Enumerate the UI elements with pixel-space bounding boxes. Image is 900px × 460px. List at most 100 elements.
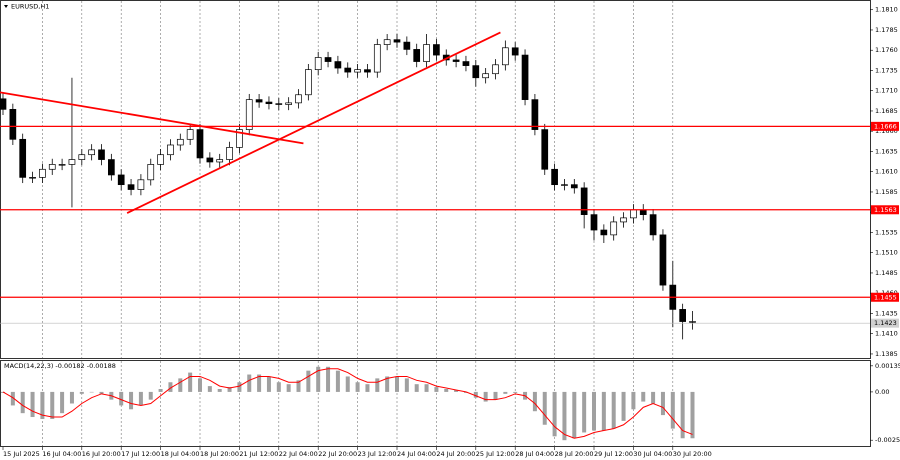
macd-bar xyxy=(631,391,636,410)
candle-body xyxy=(0,98,7,110)
macd-bar xyxy=(424,384,429,392)
candle-body xyxy=(295,94,302,104)
macd-bar xyxy=(198,378,202,392)
macd-bar xyxy=(69,391,74,404)
macd-bar xyxy=(542,391,547,425)
macd-bar xyxy=(454,389,459,392)
y-tick-label: 1.1410 xyxy=(875,330,898,338)
candle-body xyxy=(492,64,499,75)
macd-panel-frame xyxy=(0,360,871,447)
x-tick-label: 23 Jul 12:00 xyxy=(358,450,397,458)
macd-bar xyxy=(286,384,291,392)
candle-body xyxy=(19,138,27,178)
price-panel-frame xyxy=(0,0,871,359)
candle-body xyxy=(373,44,381,73)
candle-body xyxy=(561,184,568,186)
candle-body xyxy=(265,101,273,105)
macd-bar xyxy=(493,391,498,400)
candle-body xyxy=(107,159,115,176)
macd-bar xyxy=(621,391,626,421)
macd-bar xyxy=(375,378,380,392)
macd-bar xyxy=(355,382,360,392)
macd-title: MACD(14,22,3) -0.00182 -0.00188 xyxy=(4,362,116,370)
level-label: 1.1563 xyxy=(874,206,897,214)
macd-bar xyxy=(651,391,656,404)
candle-body xyxy=(659,234,667,286)
y-tick-label: 1.1585 xyxy=(875,188,898,196)
y-tick-label: 1.1535 xyxy=(875,228,898,236)
candle-body xyxy=(117,174,125,186)
candle-body xyxy=(226,147,233,160)
candle-body xyxy=(610,221,618,236)
x-tick-label: 22 Jul 04:00 xyxy=(279,450,318,458)
candle-body xyxy=(452,59,460,62)
y-tick-label: 1.1385 xyxy=(875,350,898,358)
y-tick-label: 0.00 xyxy=(875,388,889,396)
macd-bar xyxy=(316,366,321,392)
candle-body xyxy=(98,149,105,160)
macd-bar xyxy=(129,391,134,410)
candle-body xyxy=(403,41,411,50)
candle-body xyxy=(167,144,174,156)
candle-body xyxy=(462,61,470,66)
candle-body xyxy=(600,229,608,236)
macd-bar xyxy=(532,391,537,412)
macd-bar xyxy=(572,391,577,439)
macd-bar xyxy=(10,391,15,406)
candle-body xyxy=(206,157,214,163)
candle-body xyxy=(245,99,253,130)
macd-bar xyxy=(611,391,616,429)
candle-body xyxy=(196,129,204,159)
x-tick-label: 16 Jul 20:00 xyxy=(82,450,121,458)
candle-body xyxy=(620,217,627,223)
level-label-box xyxy=(871,292,899,302)
candle-body xyxy=(275,103,283,105)
x-tick-label: 24 Jul 04:00 xyxy=(397,450,436,458)
y-tick-label: -0.0025 xyxy=(875,436,900,444)
x-tick-label: 15 Jul 2025 xyxy=(3,450,40,458)
candle-body xyxy=(157,154,164,165)
candle-body xyxy=(39,168,46,178)
macd-bar xyxy=(690,391,695,439)
macd-bar xyxy=(335,370,340,392)
candle-body xyxy=(639,209,647,215)
x-tick-label: 21 Jul 12:00 xyxy=(239,450,278,458)
candle-body xyxy=(433,44,440,56)
macd-bar xyxy=(434,387,439,392)
symbol-title: EURUSD,H1 xyxy=(11,3,49,11)
candle-body xyxy=(649,214,657,236)
candle-body xyxy=(580,187,588,215)
symbol-icon xyxy=(4,5,8,8)
candle-body xyxy=(590,214,598,231)
candle-body xyxy=(9,108,17,140)
x-tick-label: 28 Jul 20:00 xyxy=(555,450,594,458)
macd-bar xyxy=(158,389,163,392)
candle-body xyxy=(689,321,696,323)
macd-bar xyxy=(296,380,301,392)
candle-body xyxy=(393,39,401,43)
macd-bar xyxy=(148,391,153,400)
macd-bar xyxy=(562,391,567,441)
candle-body xyxy=(679,309,687,322)
candle-body xyxy=(324,57,332,62)
level-label-box xyxy=(871,121,899,131)
candle-body xyxy=(482,73,489,79)
macd-bar xyxy=(178,378,183,392)
macd-bar xyxy=(306,370,311,392)
macd-bar xyxy=(513,391,518,393)
macd-bar xyxy=(582,391,587,433)
level-label: 1.1455 xyxy=(874,293,897,301)
candle-body xyxy=(48,164,56,170)
y-tick-label: 1.1760 xyxy=(875,46,898,54)
level-label-box xyxy=(871,205,899,215)
candle-body xyxy=(236,129,243,148)
candle-body xyxy=(127,184,135,190)
x-tick-label: 28 Jul 04:00 xyxy=(515,450,554,458)
macd-bar xyxy=(168,382,173,392)
x-tick-label: 16 Jul 04:00 xyxy=(42,450,81,458)
macd-bar xyxy=(503,391,508,394)
candle-body xyxy=(58,164,66,166)
macd-bar xyxy=(247,374,252,392)
